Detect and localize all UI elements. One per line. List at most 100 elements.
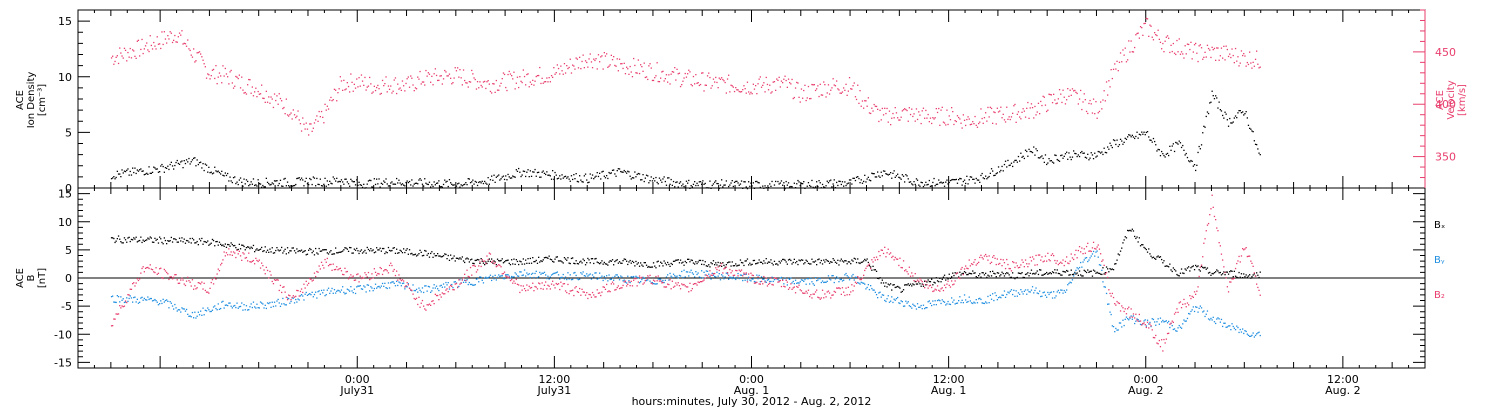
velocity-series-point [969, 124, 971, 126]
bx-series-point [1117, 253, 1119, 255]
bz-series-point [349, 276, 351, 278]
bx-series-point [515, 259, 517, 261]
by-series-point [731, 277, 733, 280]
by-series-point [764, 280, 766, 282]
density-series-point [819, 182, 821, 184]
density-series-point [648, 182, 650, 184]
density-series-point [466, 184, 468, 186]
by-series-point [709, 275, 711, 277]
density-series-point [425, 182, 427, 184]
bz-series-point [376, 274, 378, 276]
bx-series-point [885, 282, 887, 284]
by-series-point [907, 301, 909, 303]
velocity-series-point [349, 91, 351, 93]
by-series-point [1237, 326, 1239, 329]
by-series-point [773, 279, 776, 281]
bz-series-point [606, 283, 608, 286]
density-series-point [516, 170, 519, 172]
density-series-point [303, 185, 305, 187]
by-series-point [292, 297, 294, 299]
bz-series-point [654, 280, 656, 282]
bx-series-point [547, 257, 549, 259]
bx-series-point [114, 241, 116, 244]
velocity-series-point [401, 80, 404, 82]
bx-series-point [919, 283, 921, 285]
bx-series-point [974, 272, 976, 274]
bx-series-point [194, 242, 196, 244]
by-series-point [751, 278, 753, 280]
by-series-point [938, 299, 940, 301]
density-series-point [317, 183, 319, 185]
by-series-point [668, 279, 670, 281]
by-series-point [557, 274, 560, 276]
by-series-point [435, 285, 438, 287]
bx-series-point [1186, 267, 1189, 269]
velocity-series-point [1128, 40, 1130, 42]
bx-series-point [1085, 271, 1088, 274]
by-series-point [867, 284, 869, 286]
density-series-point [1137, 137, 1139, 139]
velocity-series-point [555, 72, 557, 74]
by-series-point [272, 305, 275, 308]
density-series-point [1206, 111, 1209, 113]
velocity-series-point [1234, 47, 1237, 50]
density-series-point [633, 177, 635, 179]
by-series-point [159, 303, 161, 305]
density-series-point [941, 182, 943, 184]
bx-series-point [652, 262, 655, 264]
bx-series-point [1161, 258, 1163, 261]
density-series-point [141, 170, 143, 172]
density-series-point [1197, 151, 1199, 154]
density-series-point [277, 184, 279, 187]
density-series-point [343, 183, 345, 185]
density-series-point [1180, 146, 1183, 149]
velocity-series-point [703, 90, 705, 92]
bx-series-point [310, 248, 312, 251]
bz-series-point [848, 294, 851, 296]
bx-series-point [230, 242, 232, 244]
bx-series-point [374, 251, 377, 253]
density-series-point [838, 180, 840, 182]
bx-series-point [427, 252, 429, 255]
bz-series-point [370, 278, 372, 280]
velocity-series-point [1144, 22, 1146, 24]
bx-series-point [811, 258, 813, 260]
density-series-point [529, 170, 531, 172]
density-series-point [1094, 152, 1096, 154]
bz-series-point [828, 292, 831, 294]
density-series-point [878, 175, 880, 177]
velocity-series-point [744, 88, 746, 90]
bz-series-point [193, 288, 195, 290]
density-series-point [223, 175, 225, 177]
by-series-point [181, 307, 183, 309]
velocity-series-point [1198, 45, 1200, 47]
density-series-point [908, 181, 910, 183]
density-series-point [508, 176, 510, 178]
density-series-point [494, 181, 496, 183]
velocity-series-point [1150, 25, 1152, 27]
density-series-point [1121, 140, 1123, 142]
density-series-point [789, 186, 791, 188]
bx-series-point [946, 277, 948, 279]
bx-series-point [858, 262, 860, 264]
velocity-series-point [567, 67, 569, 70]
by-series-point [394, 285, 397, 287]
bz-series-point [121, 305, 123, 307]
density-series-point [1216, 97, 1218, 99]
velocity-series-point [128, 56, 130, 58]
velocity-series-point [208, 74, 210, 76]
bz-series-point [445, 289, 447, 291]
velocity-series-point [737, 89, 739, 91]
bx-series-point [157, 242, 160, 244]
by-series-point [1066, 289, 1068, 291]
bx-series-point [796, 260, 798, 263]
density-series-point [1124, 137, 1126, 139]
by-series-point [323, 289, 325, 291]
velocity-series-point [326, 105, 328, 107]
by-series-point [898, 302, 900, 304]
bx-series-point [1178, 275, 1180, 277]
by-series-point [540, 273, 542, 275]
bx-series-point [810, 263, 812, 265]
by-series-point [150, 297, 152, 300]
bx-series-point [614, 260, 616, 263]
